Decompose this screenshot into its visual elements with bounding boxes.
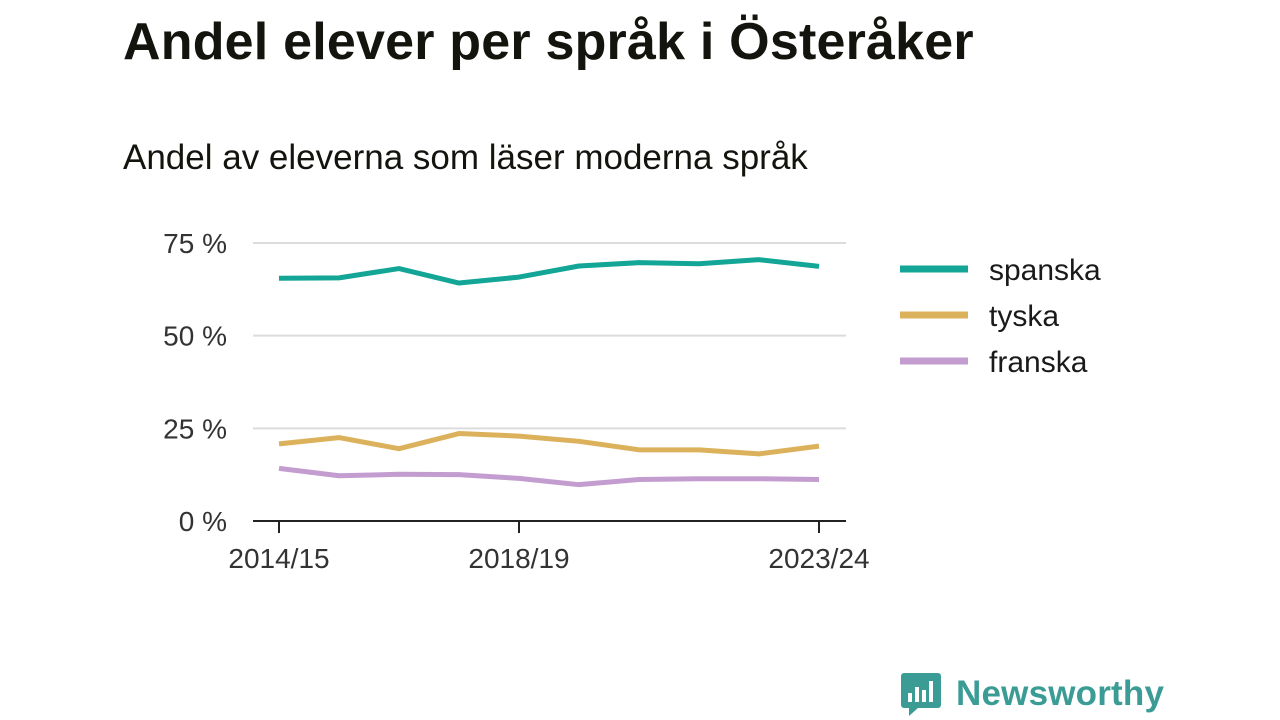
y-tick-label: 50 % (163, 321, 227, 352)
legend-label-spanska: spanska (989, 254, 1101, 287)
series-line-spanska (278, 257, 820, 286)
chart-title: Andel elever per språk i Österåker (123, 13, 974, 71)
x-tick-label: 2018/19 (468, 543, 569, 574)
y-tick-label: 75 % (163, 228, 227, 259)
y-tick-label: 0 % (179, 506, 227, 537)
x-axis (253, 520, 846, 533)
x-tick-label: 2023/24 (768, 543, 869, 574)
x-tick-label: 2014/15 (228, 543, 329, 574)
chart-subtitle: Andel av eleverna som läser moderna språ… (123, 138, 808, 177)
series-lines (278, 257, 820, 488)
legend-label-tyska: tyska (989, 300, 1059, 333)
series-line-tyska (278, 431, 820, 457)
legend-label-franska: franska (989, 346, 1088, 379)
grid-lines (253, 242, 846, 430)
y-tick-label: 25 % (163, 413, 227, 444)
series-line-franska (278, 465, 820, 488)
x-axis-labels: 2014/15 2018/19 2023/24 (228, 543, 869, 574)
newsworthy-logo-text: Newsworthy (956, 674, 1165, 713)
y-axis-labels: 0 % 25 % 50 % 75 % (163, 228, 227, 537)
newsworthy-logo: Newsworthy (900, 668, 1164, 720)
legend: spanska tyska franska (900, 254, 1101, 379)
newsworthy-logo-icon (901, 673, 941, 716)
